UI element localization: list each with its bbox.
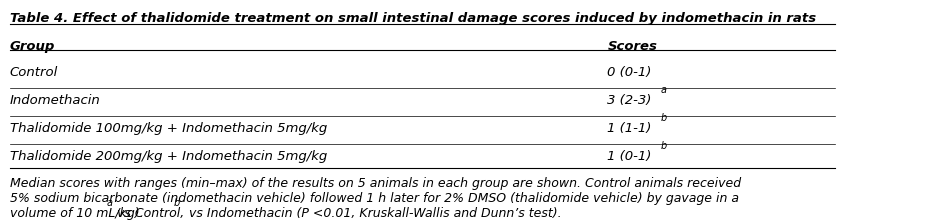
Text: volume of 10 mL/kg).: volume of 10 mL/kg). <box>9 207 144 220</box>
Text: 1 (0-1): 1 (0-1) <box>607 150 652 163</box>
Text: Thalidomide 100mg/kg + Indomethacin 5mg/kg: Thalidomide 100mg/kg + Indomethacin 5mg/… <box>9 122 327 135</box>
Text: 5% sodium bicarbonate (indomethacin vehicle) followed 1 h later for 2% DMSO (tha: 5% sodium bicarbonate (indomethacin vehi… <box>9 192 739 205</box>
Text: Median scores with ranges (min–max) of the results on 5 animals in each group ar: Median scores with ranges (min–max) of t… <box>9 177 741 190</box>
Text: a: a <box>660 85 667 95</box>
Text: Table 4. Effect of thalidomide treatment on small intestinal damage scores induc: Table 4. Effect of thalidomide treatment… <box>9 12 816 25</box>
Text: 3 (2-3): 3 (2-3) <box>607 94 652 107</box>
Text: b: b <box>174 198 180 208</box>
Text: Indomethacin: Indomethacin <box>9 94 101 107</box>
Text: Scores: Scores <box>607 40 658 53</box>
Text: Thalidomide 200mg/kg + Indomethacin 5mg/kg: Thalidomide 200mg/kg + Indomethacin 5mg/… <box>9 150 327 163</box>
Text: a: a <box>106 198 113 208</box>
Text: b: b <box>660 113 667 123</box>
Text: vs Indomethacin (P <0.01, Kruskall-Wallis and Dunn’s test).: vs Indomethacin (P <0.01, Kruskall-Walli… <box>180 207 561 220</box>
Text: 1 (1-1): 1 (1-1) <box>607 122 652 135</box>
Text: Group: Group <box>9 40 55 53</box>
Text: Control: Control <box>9 66 58 79</box>
Text: vs Control,: vs Control, <box>113 207 185 220</box>
Text: b: b <box>660 141 667 151</box>
Text: 0 (0-1): 0 (0-1) <box>607 66 652 79</box>
